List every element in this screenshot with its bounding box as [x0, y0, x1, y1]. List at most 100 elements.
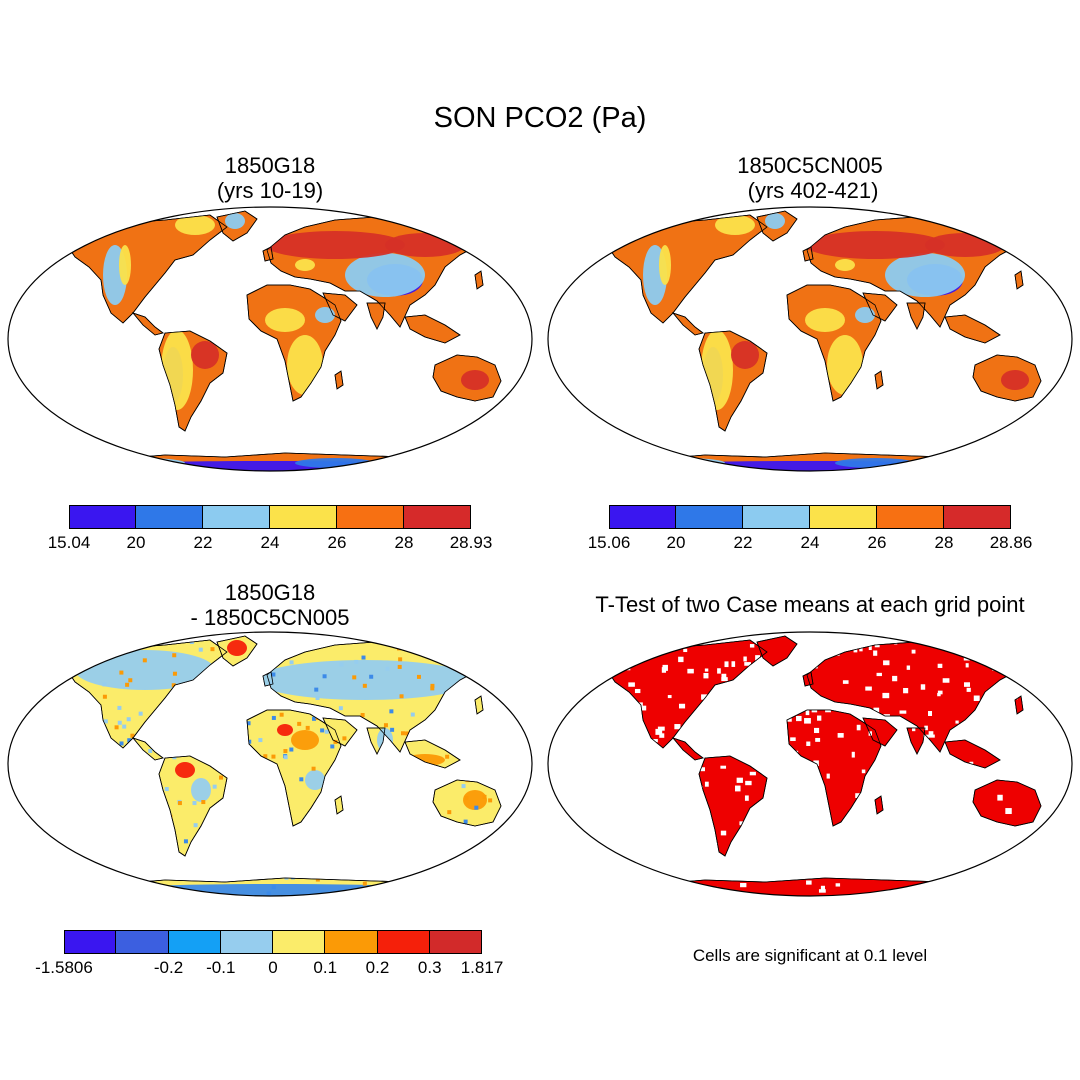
nonsignificant-cell: [1020, 832, 1028, 839]
value-cell: [108, 842, 113, 847]
value-cell: [221, 744, 226, 749]
nonsignificant-cell: [978, 729, 985, 733]
landmass-nz: [1049, 837, 1058, 855]
map-case2: [547, 206, 1073, 472]
nonsignificant-cell: [790, 869, 795, 874]
nonsignificant-cell: [979, 896, 985, 901]
colorbar-case1: 15.04 20 22 24 26 28 28.93: [48, 505, 492, 552]
value-cell: [142, 815, 147, 820]
value-patch: [119, 245, 131, 285]
value-patch: [175, 762, 195, 778]
colorbar-label: 24: [260, 533, 280, 552]
nonsignificant-cell: [881, 821, 886, 826]
nonsignificant-cell: [859, 802, 865, 806]
nonsignificant-cell: [741, 682, 748, 688]
nonsignificant-cell: [744, 827, 749, 834]
nonsignificant-cell: [931, 800, 935, 805]
value-patch: [701, 330, 733, 410]
value-cell: [214, 667, 219, 672]
nonsignificant-cell: [960, 800, 966, 806]
value-cell: [383, 792, 388, 797]
nonsignificant-cell: [997, 692, 1003, 697]
value-cell: [499, 764, 504, 769]
value-cell: [174, 702, 179, 707]
nonsignificant-cell: [920, 684, 926, 690]
nonsignificant-cell: [755, 655, 760, 661]
value-cell: [117, 720, 122, 725]
nonsignificant-cell: [736, 777, 743, 783]
nonsignificant-cell: [691, 870, 699, 876]
value-patch: [227, 640, 247, 656]
nonsignificant-cell: [913, 797, 920, 802]
nonsignificant-cell: [853, 807, 859, 813]
nonsignificant-cell: [755, 810, 762, 815]
value-cell: [165, 718, 170, 723]
nonsignificant-cell: [928, 731, 934, 736]
nonsignificant-cell: [744, 795, 749, 801]
nonsignificant-cell: [1042, 792, 1049, 799]
nonsignificant-cell: [859, 647, 863, 652]
nonsignificant-cell: [958, 726, 964, 732]
nonsignificant-cell: [899, 710, 907, 714]
value-cell: [398, 657, 403, 662]
value-cell: [470, 683, 475, 688]
panel-title-line: 1850G18: [224, 153, 316, 178]
nonsignificant-cell: [749, 644, 755, 648]
colorbar-label: 26: [867, 533, 887, 552]
nonsignificant-cell: [837, 733, 844, 738]
nonsignificant-cell: [840, 864, 845, 869]
nonsignificant-cell: [936, 849, 941, 856]
nonsignificant-cell: [741, 746, 748, 752]
landmass-madagascar: [874, 370, 884, 390]
value-cell: [320, 728, 325, 733]
nonsignificant-cell: [897, 793, 905, 798]
nonsignificant-cell: [784, 718, 792, 722]
nonsignificant-cell: [997, 643, 1003, 649]
value-patch: [175, 215, 215, 235]
value-cell: [168, 704, 173, 709]
colorbar-segment: [609, 505, 676, 529]
nonsignificant-cell: [717, 668, 721, 674]
nonsignificant-cell: [910, 859, 917, 863]
nonsignificant-cell: [626, 835, 633, 841]
value-cell: [474, 805, 479, 810]
nonsignificant-cell: [999, 749, 1005, 755]
nonsignificant-cell: [782, 675, 787, 680]
nonsignificant-cell: [1022, 640, 1026, 645]
colorbar-segment: [325, 930, 378, 954]
colorbar-segment: [429, 930, 482, 954]
value-patch: [915, 459, 975, 467]
value-cell: [408, 820, 413, 825]
landmass-japan: [474, 695, 484, 715]
colorbar-segment: [203, 505, 270, 529]
nonsignificant-cell: [675, 895, 683, 896]
value-cell: [445, 754, 450, 759]
value-cell: [126, 717, 131, 722]
nonsignificant-cell: [667, 845, 673, 851]
nonsignificant-cell: [942, 640, 946, 646]
value-cell: [287, 847, 292, 852]
colorbar-label: 15.06: [587, 533, 631, 552]
nonsignificant-cell: [976, 859, 980, 865]
value-cell: [469, 665, 474, 670]
value-patch: [375, 459, 435, 467]
nonsignificant-cell: [963, 873, 969, 879]
nonsignificant-cell: [937, 690, 943, 695]
landmass-japan: [1014, 270, 1024, 290]
value-cell: [490, 847, 495, 852]
landmass-nz: [1049, 412, 1058, 430]
nonsignificant-cell: [962, 849, 967, 855]
value-cell: [172, 671, 177, 676]
map-ttest: [547, 631, 1073, 901]
value-cell: [75, 724, 80, 729]
nonsignificant-cell: [778, 712, 786, 719]
nonsignificant-cell: [814, 727, 820, 734]
value-cell: [395, 857, 400, 862]
nonsignificant-cell: [828, 867, 833, 872]
value-cell: [283, 749, 288, 754]
nonsignificant-cell: [799, 798, 806, 804]
value-cell: [138, 640, 143, 645]
colorbar-label: -0.2: [153, 958, 184, 977]
value-cell: [400, 731, 405, 736]
nonsignificant-cell: [721, 673, 727, 680]
